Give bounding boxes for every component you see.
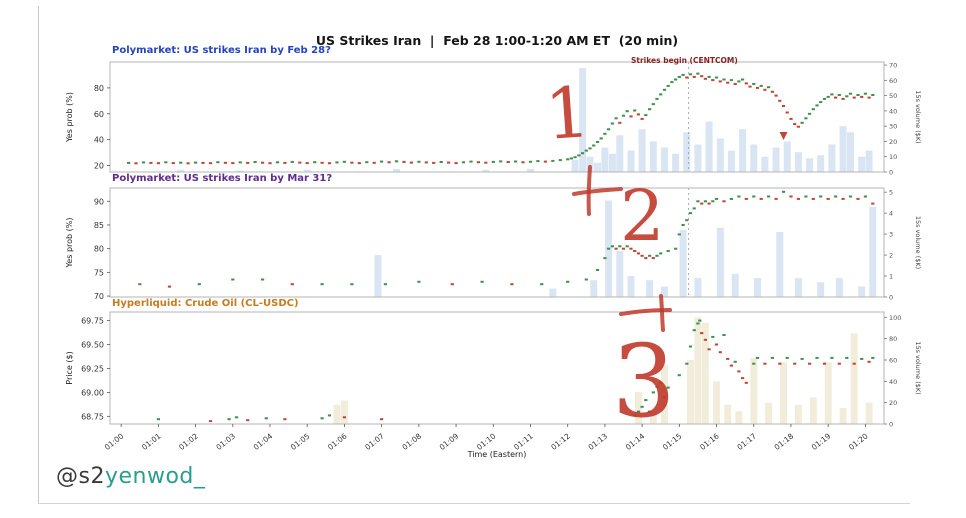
- svg-text:01:04: 01:04: [252, 431, 275, 452]
- svg-text:5: 5: [889, 189, 893, 197]
- svg-text:01:02: 01:02: [177, 431, 200, 452]
- svg-text:69.50: 69.50: [81, 341, 104, 350]
- svg-text:90: 90: [94, 197, 104, 206]
- svg-text:10: 10: [889, 153, 897, 161]
- down-arrow-marker: [779, 132, 788, 141]
- figure-title: US Strikes Iran | Feb 28 1:00-1:20 AM ET…: [315, 33, 679, 48]
- plot-border: [109, 61, 885, 173]
- watermark-handle: yenwod_: [104, 464, 206, 489]
- svg-text:0: 0: [889, 294, 893, 302]
- plot-border: [109, 311, 885, 425]
- price-ticks: [138, 190, 875, 288]
- strikes-begin-annotation: Strikes begin (CENTCOM): [631, 56, 738, 65]
- svg-text:01:01: 01:01: [140, 431, 163, 452]
- chart3-title: Hyperliquid: Crude Oil (CL-USDC): [112, 298, 299, 309]
- y2-axis-title: 15s volume ($K): [914, 216, 922, 269]
- watermark-prefix: @s2: [56, 464, 105, 489]
- svg-text:01:09: 01:09: [438, 431, 461, 452]
- volume-bars: [374, 200, 877, 297]
- svg-text:100: 100: [889, 314, 901, 322]
- x-axis-label: Time (Eastern): [467, 450, 527, 459]
- svg-text:1: 1: [889, 273, 893, 281]
- svg-text:40: 40: [94, 136, 104, 145]
- scan-edge-bottom: [38, 503, 910, 504]
- svg-text:01:00: 01:00: [103, 431, 126, 452]
- svg-text:69.75: 69.75: [81, 317, 104, 326]
- svg-text:20: 20: [94, 162, 104, 171]
- y2-axis: 0 20 40 60 80 100: [884, 314, 901, 429]
- volume-bars: [177, 68, 873, 173]
- chart2-title: Polymarket: US strikes Iran by Mar 31?: [112, 173, 333, 184]
- y-axis-title: Price ($): [65, 351, 74, 384]
- svg-text:01:08: 01:08: [401, 431, 424, 452]
- svg-text:70: 70: [94, 292, 104, 301]
- volume-bars: [333, 317, 873, 424]
- scan-edge-left: [38, 6, 39, 503]
- chart-plot-2: 70 75 80 85 90 0 1 2 3 4 5 Yes prob (%) 15s volume (…: [65, 187, 922, 302]
- svg-text:70: 70: [889, 62, 897, 70]
- svg-text:85: 85: [94, 221, 104, 230]
- svg-text:01:20: 01:20: [847, 431, 870, 452]
- svg-text:01:03: 01:03: [214, 431, 237, 452]
- svg-text:01:14: 01:14: [624, 431, 647, 452]
- svg-text:80: 80: [94, 245, 104, 254]
- y2-axis: 0 10 20 30 40 50 60 70: [884, 62, 897, 177]
- svg-text:68.75: 68.75: [81, 412, 104, 421]
- svg-text:01:06: 01:06: [326, 431, 349, 452]
- price-ticks: [156, 319, 875, 423]
- svg-text:30: 30: [889, 123, 897, 131]
- svg-text:01:17: 01:17: [735, 431, 758, 452]
- y-axis-title: Yes prob (%): [65, 217, 74, 268]
- svg-text:40: 40: [889, 107, 897, 115]
- y-axis-title: Yes prob (%): [65, 92, 74, 143]
- svg-text:60: 60: [889, 357, 897, 365]
- price-ticks: [127, 72, 875, 165]
- svg-text:01:12: 01:12: [549, 431, 572, 452]
- svg-text:01:15: 01:15: [661, 431, 684, 452]
- svg-text:20: 20: [889, 138, 897, 146]
- svg-text:01:05: 01:05: [289, 431, 312, 452]
- y-axis: 70 75 80 85 90: [94, 197, 110, 301]
- svg-text:20: 20: [889, 399, 897, 407]
- svg-text:75: 75: [94, 268, 104, 277]
- svg-text:60: 60: [889, 77, 897, 85]
- svg-text:60: 60: [94, 110, 104, 119]
- svg-text:2: 2: [889, 252, 893, 260]
- svg-text:01:18: 01:18: [773, 431, 796, 452]
- y-axis: 20 40 60 80: [94, 84, 110, 171]
- svg-text:01:16: 01:16: [698, 431, 721, 452]
- svg-text:3: 3: [889, 231, 893, 239]
- watermark: @s2yenwod_: [56, 464, 205, 489]
- y2-axis-title: 15s volume ($K): [914, 341, 922, 394]
- svg-text:69.00: 69.00: [81, 388, 104, 397]
- y2-axis: 0 1 2 3 4 5: [884, 189, 893, 302]
- chart1-title: Polymarket: US strikes Iran by Feb 28?: [112, 45, 331, 56]
- svg-text:0: 0: [889, 169, 893, 177]
- svg-text:80: 80: [94, 84, 104, 93]
- chart-plot-1: 20 40 60 80 0 10 20 30 40 50 60 70 Yes prob (%) 15s v…: [65, 61, 922, 177]
- svg-text:80: 80: [889, 335, 897, 343]
- svg-text:69.25: 69.25: [81, 364, 104, 373]
- x-axis: 01:00 01:01 01:02 01:03 01:04 01:05 01:06 01:07…: [103, 424, 870, 452]
- svg-text:01:19: 01:19: [810, 431, 833, 452]
- svg-text:01:11: 01:11: [512, 431, 535, 452]
- svg-text:4: 4: [889, 210, 893, 218]
- y-axis: 68.75 69.00 69.25 69.50 69.75: [81, 317, 110, 421]
- svg-text:0: 0: [889, 421, 893, 429]
- chart-plot-3: 68.75 69.00 69.25 69.50 69.75 0 20 40 60 80 100 Pri…: [65, 311, 922, 452]
- svg-text:01:07: 01:07: [363, 431, 386, 452]
- y2-axis-title: 15s volume ($K): [914, 90, 922, 143]
- svg-text:50: 50: [889, 92, 897, 100]
- svg-text:01:10: 01:10: [475, 431, 498, 452]
- svg-text:01:13: 01:13: [587, 431, 610, 452]
- svg-text:40: 40: [889, 378, 897, 386]
- plot-border: [109, 187, 885, 298]
